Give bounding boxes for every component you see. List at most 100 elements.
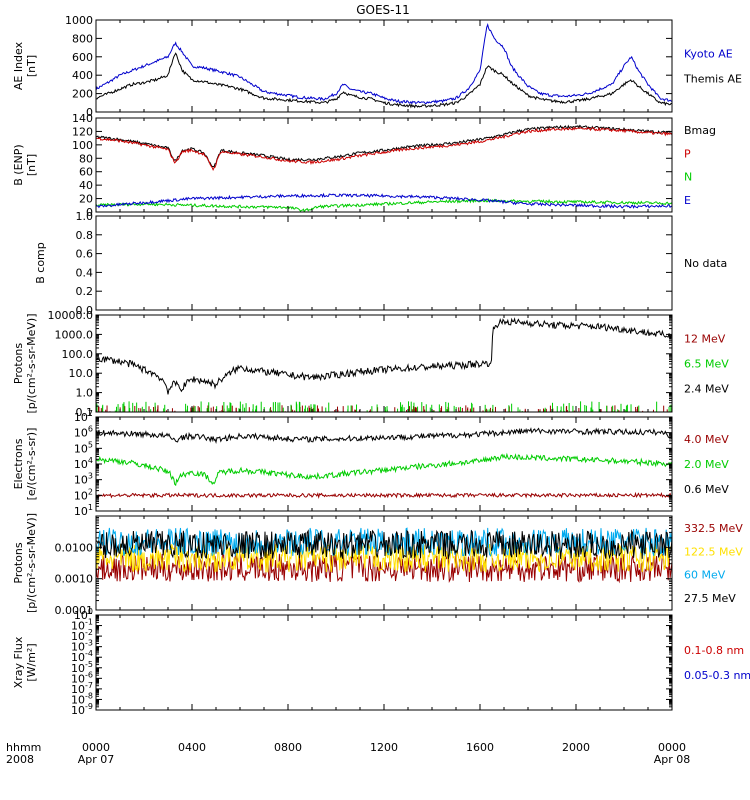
xray-ylabel-units: [W/m²] bbox=[25, 643, 38, 681]
electrons-ytick-label: 107 bbox=[74, 409, 93, 424]
xray-ytick-label: 10-5 bbox=[71, 660, 93, 675]
protons_high-ylabel: Protons bbox=[12, 542, 25, 583]
time-axis-label: hhmm bbox=[6, 741, 41, 754]
bfield-legend-e: E bbox=[684, 194, 691, 207]
ae-legend-kyoto-ae: Kyoto AE bbox=[684, 48, 733, 61]
series-2-0-mev bbox=[96, 452, 672, 487]
protons_low-plot-area bbox=[96, 317, 672, 412]
time-tick-label: 0000 bbox=[82, 741, 110, 754]
time-tick-label: 0800 bbox=[274, 741, 302, 754]
protons_low-ytick-label: 10000.0 bbox=[48, 309, 94, 322]
ae-ytick-label: 0 bbox=[86, 106, 93, 119]
bcomp-ytick-label: 0.8 bbox=[76, 229, 94, 242]
bfield-legend-n: N bbox=[684, 171, 692, 184]
electrons-plot-area bbox=[96, 427, 672, 499]
bfield-ytick-label: 140 bbox=[72, 112, 93, 125]
time-tick-label: 1600 bbox=[466, 741, 494, 754]
panel-bcomp: 0.0 0.2 0.4 0.6 0.8 1.0 B comp No data bbox=[34, 210, 727, 317]
protons_low-frame bbox=[95, 314, 673, 413]
bfield-legend-p: P bbox=[684, 147, 691, 160]
ae-ytick-label: 800 bbox=[72, 32, 93, 45]
electrons-ytick-label: 102 bbox=[74, 487, 93, 502]
ae-ylabel: AE Index bbox=[12, 41, 25, 90]
protons_low-ytick-label: 1000.0 bbox=[55, 328, 94, 341]
xray-frame bbox=[95, 614, 673, 711]
protons_high-legend-60-mev: 60 MeV bbox=[684, 569, 726, 582]
protons_high-plot-area bbox=[96, 527, 672, 584]
series-2-4-mev bbox=[96, 317, 672, 395]
time-axis-year: 2008 bbox=[6, 753, 34, 766]
bcomp-ytick-label: 0.2 bbox=[76, 285, 94, 298]
series-n bbox=[96, 198, 672, 212]
ae-legend-themis-ae: Themis AE bbox=[683, 73, 742, 86]
bfield-frame bbox=[95, 117, 673, 213]
bfield-ytick-label: 60 bbox=[79, 166, 93, 179]
ae-ytick-label: 200 bbox=[72, 88, 93, 101]
electrons-ylabel-units: [e/(cm²-s-sr)] bbox=[25, 428, 38, 501]
xray-ytick-label: 10-3 bbox=[71, 639, 93, 654]
electrons-legend-4-0-mev: 4.0 MeV bbox=[684, 433, 729, 446]
protons_low-ytick-label: 100.0 bbox=[62, 348, 94, 361]
series-themis-ae bbox=[96, 52, 672, 109]
xray-ytick-label: 10-8 bbox=[71, 691, 93, 706]
series-bmag bbox=[96, 124, 672, 168]
bfield-plot-area bbox=[96, 124, 672, 212]
protons_low-ytick-label: 0.1 bbox=[76, 406, 94, 419]
date-label: Apr 08 bbox=[654, 753, 691, 766]
ae-plot-area bbox=[96, 23, 672, 109]
ae-ylabel-units: [nT] bbox=[25, 55, 38, 77]
protons_low-legend-2-4-mev: 2.4 MeV bbox=[684, 383, 729, 396]
bcomp-ytick-label: 0.4 bbox=[76, 266, 94, 279]
panel-protons_low: 0.1 1.0 10.0 100.0 1000.0 10000.0 Protons [p/(c… bbox=[12, 309, 729, 419]
protons_low-ylabel: Protons bbox=[12, 343, 25, 384]
figure-title: GOES-11 bbox=[356, 3, 410, 17]
xray-ytick-label: 10-7 bbox=[71, 681, 93, 696]
panel-ae: 0 200 400 600 800 1000 AE Index [nT] Kyoto AE The… bbox=[12, 14, 742, 119]
bfield-ytick-label: 20 bbox=[79, 193, 93, 206]
xray-ylabel: Xray Flux bbox=[12, 636, 25, 688]
time-tick-label: 2000 bbox=[562, 741, 590, 754]
protons_high-ytick-label: 0.0001 bbox=[55, 604, 94, 617]
xray-ytick-label: 100 bbox=[74, 607, 93, 622]
electrons-legend-2-0-mev: 2.0 MeV bbox=[684, 458, 729, 471]
bfield-ytick-label: 0 bbox=[86, 206, 93, 219]
electrons-ytick-label: 101 bbox=[74, 503, 93, 518]
xray-ytick-label: 10-9 bbox=[71, 702, 93, 717]
xray-ytick-label: 10-4 bbox=[71, 649, 93, 664]
protons_high-legend-27-5-mev: 27.5 MeV bbox=[684, 592, 736, 605]
date-label: Apr 07 bbox=[78, 753, 115, 766]
time-tick-label: 0400 bbox=[178, 741, 206, 754]
series-0-6-mev bbox=[96, 427, 672, 445]
bfield-ytick-label: 120 bbox=[72, 125, 93, 138]
electrons-legend-0-6-mev: 0.6 MeV bbox=[684, 483, 729, 496]
bfield-legend-bmag: Bmag bbox=[684, 124, 716, 137]
xray-ytick-label: 10-2 bbox=[71, 628, 93, 643]
series-27-5-mev bbox=[96, 529, 672, 560]
bfield-ylabel: B (ENP) bbox=[12, 144, 25, 185]
protons_high-ytick-label: 0.0010 bbox=[55, 573, 94, 586]
time-tick-label: 1200 bbox=[370, 741, 398, 754]
protons_low-ytick-label: 10.0 bbox=[69, 367, 94, 380]
protons_low-legend-6-5-mev: 6.5 MeV bbox=[684, 358, 729, 371]
ae-ytick-label: 600 bbox=[72, 51, 93, 64]
bcomp-ylabel: B comp bbox=[34, 242, 47, 284]
electrons-ytick-label: 103 bbox=[74, 472, 93, 487]
electrons-ytick-label: 104 bbox=[74, 456, 93, 471]
electrons-ylabel: Electrons bbox=[12, 438, 25, 489]
xray-legend-0-1-0-8-nm: 0.1-0.8 nm bbox=[684, 644, 744, 657]
series-4-0-mev bbox=[96, 491, 672, 499]
protons_high-ylabel-units: [p/(cm²-s-sr-MeV)] bbox=[25, 513, 38, 613]
xray-ytick-label: 10-1 bbox=[71, 618, 93, 633]
electrons-ytick-label: 105 bbox=[74, 440, 93, 455]
protons_low-ytick-label: 1.0 bbox=[76, 387, 94, 400]
series-e bbox=[96, 192, 672, 209]
protons_low-legend-12-mev: 12 MeV bbox=[684, 333, 726, 346]
electrons-ytick-label: 106 bbox=[74, 425, 93, 440]
bfield-ytick-label: 40 bbox=[79, 179, 93, 192]
xray-ytick-label: 10-6 bbox=[71, 670, 93, 685]
